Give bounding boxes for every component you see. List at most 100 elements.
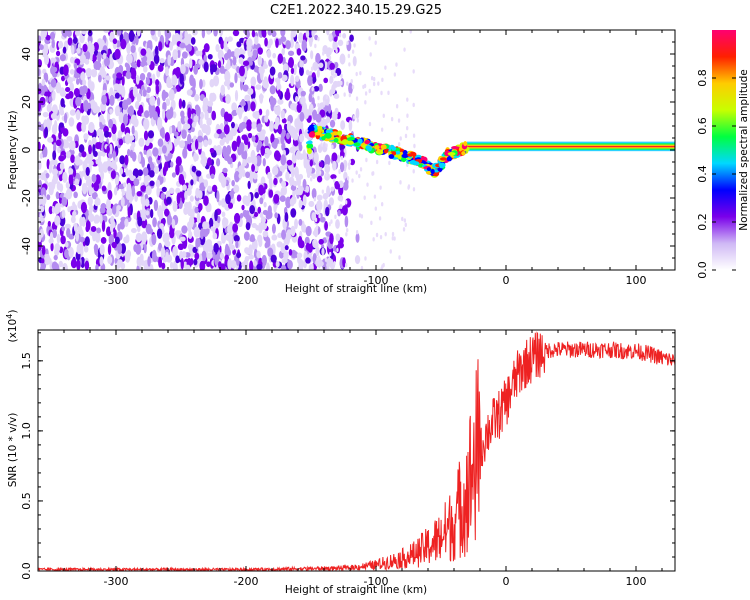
spectrogram-cell — [280, 134, 285, 145]
spectrogram-cell — [234, 170, 240, 183]
spectrogram-cell — [51, 90, 56, 101]
spectrogram-cell — [75, 230, 80, 242]
spectrogram-cell — [336, 154, 341, 163]
spectrogram-cell — [152, 111, 158, 121]
spectrogram-cell — [95, 105, 101, 114]
spectrogram-cell — [69, 69, 75, 75]
spectrogram-cell — [82, 184, 88, 195]
colorbar: 0.0 0.2 0.4 0.6 0.8 Normalized spectral ampl… — [696, 30, 750, 279]
spectrogram-cell — [45, 172, 50, 179]
spectrogram-cell — [64, 223, 71, 230]
spectrogram-cell — [177, 120, 182, 133]
spectrogram-cell — [347, 162, 351, 167]
spectrogram-cell — [99, 206, 106, 214]
spectrogram-cell — [375, 159, 379, 165]
spectrogram-cell — [273, 138, 280, 145]
spectrogram-signal — [374, 144, 380, 150]
spectrogram-cell — [209, 165, 216, 178]
spectrogram-cell — [156, 186, 160, 198]
spectrogram-cell — [65, 188, 73, 200]
spectrogram-cell — [89, 43, 95, 54]
spectrogram-cell — [234, 212, 241, 224]
spectrogram-cell — [93, 49, 99, 56]
spectrogram-cell — [360, 214, 364, 219]
spectrogram-cell — [147, 72, 152, 79]
spectrogram-cell — [198, 50, 203, 57]
spectrogram-y-ticks: -40 -20 0 20 40 — [20, 29, 675, 271]
colorbar-gradient — [712, 30, 736, 270]
spectrogram-cell — [261, 30, 266, 38]
spectrogram-cell — [267, 30, 273, 36]
spectrogram-signal — [430, 168, 435, 175]
spectrogram-cell — [207, 157, 212, 167]
spectrogram-cell — [154, 45, 159, 57]
spectrogram-x-ticks: -300 -200 -100 0 100 — [37, 30, 663, 287]
spectrogram-cell — [297, 187, 303, 196]
spectrogram-signal — [376, 149, 382, 153]
spectrogram-cell — [184, 190, 188, 200]
spectrogram-cell — [189, 258, 194, 266]
spectrogram-cell — [211, 110, 217, 121]
spectrogram-cell — [142, 167, 149, 176]
spectrogram-cell — [280, 30, 286, 37]
spectrogram-cell — [273, 193, 280, 204]
spectrogram-cell — [264, 242, 269, 249]
spectrogram-cell — [118, 64, 124, 74]
spectrogram-cell — [55, 139, 62, 147]
spectrogram-signal — [314, 131, 322, 136]
spectrogram-cell — [218, 261, 222, 269]
spectrogram-cell — [196, 211, 201, 224]
spectrogram-cell — [43, 91, 50, 97]
spectrogram-cell — [80, 170, 88, 177]
spectrogram-cell — [271, 223, 276, 234]
spectrogram-cell — [109, 143, 113, 155]
spectrogram-cell — [76, 121, 83, 132]
spectrogram-cell — [216, 129, 222, 135]
spectrogram-signal — [440, 157, 447, 161]
spectrogram-cell — [236, 194, 242, 202]
spectrogram-cell — [298, 143, 303, 152]
spectrogram-cell — [171, 218, 176, 229]
spectrogram-cell — [285, 40, 291, 50]
spectrogram-cell — [232, 56, 237, 66]
spectrogram-cell — [225, 234, 231, 241]
spectrogram-cell — [82, 43, 88, 53]
spectrogram-cell — [312, 76, 317, 83]
spectrogram-cell — [214, 209, 218, 222]
spectrogram-cell — [41, 194, 46, 207]
spectrogram-cell — [304, 236, 310, 245]
spectrogram-cell — [141, 232, 146, 240]
spectrogram-cell — [118, 112, 124, 124]
spectrogram-cell — [231, 179, 235, 187]
spectrogram-cell — [302, 152, 308, 162]
spectrogram-cell — [63, 64, 69, 77]
spectrogram-cell — [412, 69, 415, 74]
spectrogram-cell — [195, 238, 199, 250]
spectrogram-cell — [282, 63, 289, 73]
spectrogram-cell — [188, 215, 195, 227]
spectrogram-cell — [368, 36, 371, 41]
spectrogram-cell — [207, 202, 212, 213]
spectrogram-cell — [311, 86, 314, 92]
spectrogram-cell — [83, 133, 89, 140]
spectrogram-cell — [88, 144, 92, 155]
spectrogram-cell — [102, 165, 109, 172]
spectrogram-cell — [247, 180, 251, 190]
spectrogram-cell — [166, 81, 173, 89]
spectrogram-cell — [220, 84, 226, 96]
spectrogram-signal — [391, 151, 397, 156]
spectrogram-cell — [273, 105, 278, 113]
spectrogram-cell — [324, 257, 328, 262]
spectrogram-cell — [49, 231, 54, 243]
spectrogram-cell — [38, 35, 42, 43]
spectrogram-cell — [152, 73, 156, 84]
spectrogram-cell — [207, 53, 213, 60]
spectrogram-cell — [255, 225, 260, 231]
spectrogram-cell — [202, 221, 209, 230]
spectrogram-cell — [256, 144, 260, 153]
spectrogram-cell — [169, 106, 174, 119]
spectrogram-cell — [108, 118, 114, 129]
spectrogram-cell — [57, 146, 61, 154]
spectrogram-cell — [328, 33, 333, 42]
spectrogram-cell — [225, 193, 231, 205]
